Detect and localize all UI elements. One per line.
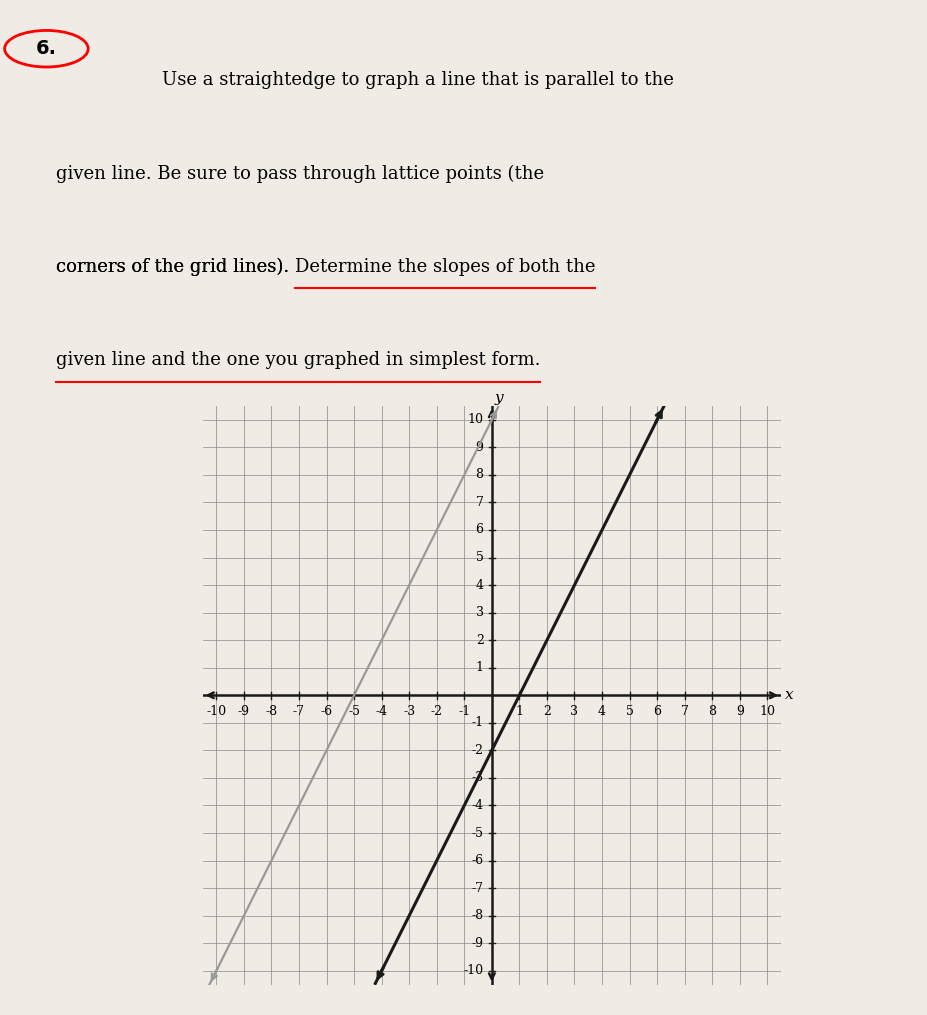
Text: -10: -10: [206, 705, 226, 718]
Text: -6: -6: [471, 854, 483, 867]
Text: 7: 7: [476, 496, 483, 509]
Text: -9: -9: [471, 937, 483, 950]
Text: -9: -9: [237, 705, 249, 718]
Text: -3: -3: [471, 771, 483, 785]
Text: 9: 9: [476, 441, 483, 454]
Text: 6: 6: [653, 705, 660, 718]
Text: x: x: [784, 688, 793, 702]
Text: -6: -6: [320, 705, 332, 718]
Text: 1: 1: [514, 705, 523, 718]
Text: -4: -4: [471, 799, 483, 812]
Text: 6: 6: [475, 524, 483, 537]
Text: -5: -5: [348, 705, 360, 718]
Text: Use a straightedge to graph a line that is parallel to the: Use a straightedge to graph a line that …: [162, 71, 674, 89]
Text: -8: -8: [265, 705, 277, 718]
Text: -5: -5: [471, 826, 483, 839]
Text: -1: -1: [458, 705, 470, 718]
Text: 1: 1: [475, 661, 483, 674]
Text: -4: -4: [375, 705, 387, 718]
Text: 7: 7: [680, 705, 688, 718]
Text: 3: 3: [570, 705, 578, 718]
Text: 8: 8: [707, 705, 716, 718]
Text: -1: -1: [471, 717, 483, 730]
Text: -7: -7: [471, 882, 483, 894]
Text: -2: -2: [471, 744, 483, 757]
Text: 2: 2: [476, 633, 483, 647]
Text: 5: 5: [476, 551, 483, 564]
Text: 10: 10: [758, 705, 774, 718]
Text: given line. Be sure to pass through lattice points (the: given line. Be sure to pass through latt…: [56, 164, 543, 183]
Text: 3: 3: [475, 606, 483, 619]
Text: -10: -10: [463, 964, 483, 977]
Text: 10: 10: [467, 413, 483, 426]
Text: corners of the grid lines). Determine the slopes of both the: corners of the grid lines). Determine th…: [56, 258, 594, 276]
Text: -7: -7: [293, 705, 305, 718]
Text: corners of the grid lines).: corners of the grid lines).: [56, 258, 295, 276]
Text: -2: -2: [430, 705, 442, 718]
Text: -8: -8: [471, 909, 483, 923]
Text: 9: 9: [735, 705, 743, 718]
Text: 2: 2: [542, 705, 551, 718]
Text: 8: 8: [475, 468, 483, 481]
Text: y: y: [494, 391, 502, 405]
Text: 5: 5: [625, 705, 633, 718]
Text: -3: -3: [402, 705, 414, 718]
Text: given line and the one you graphed in simplest form.: given line and the one you graphed in si…: [56, 351, 540, 369]
Text: 4: 4: [597, 705, 605, 718]
Text: 4: 4: [475, 579, 483, 592]
Text: 6.: 6.: [36, 40, 57, 58]
